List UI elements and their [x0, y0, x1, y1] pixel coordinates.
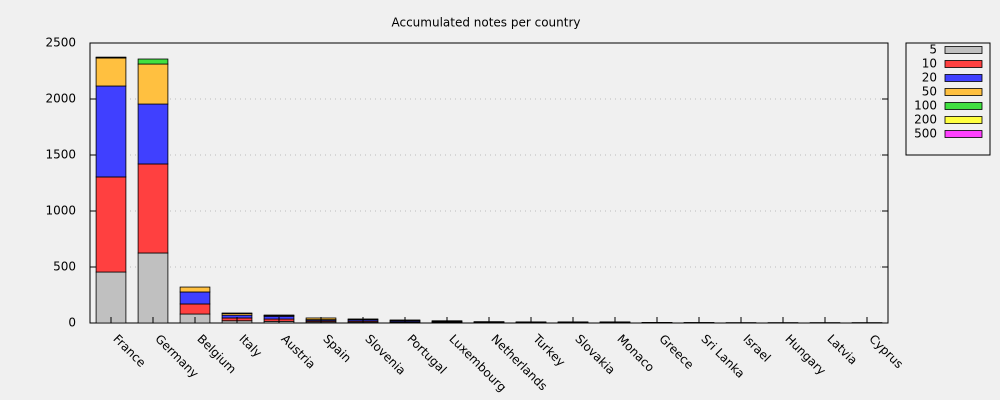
legend-label: 50 [922, 85, 937, 99]
y-tick-label: 1000 [45, 204, 76, 218]
x-tick-label: Greece [656, 332, 696, 372]
chart-title: Accumulated notes per country [391, 16, 580, 30]
x-tick-label: Germany [152, 332, 201, 381]
bar-segment [95, 271, 127, 324]
bar-segment [137, 163, 169, 254]
y-tick-label: 0 [68, 316, 76, 330]
legend-label: 20 [922, 71, 937, 85]
legend-swatch [944, 60, 983, 68]
x-tick-label: Italy [236, 332, 264, 360]
x-tick-label: Turkey [530, 331, 568, 369]
x-tick-label: Slovenia [362, 332, 408, 378]
x-tick-label: Sri Lanka [698, 332, 747, 381]
bar-segment [179, 286, 211, 293]
legend-swatch [944, 102, 983, 110]
bar-segment [137, 63, 169, 105]
bar-segment [137, 252, 169, 324]
x-tick-label: Israel [740, 332, 773, 365]
x-tick-label: France [110, 332, 148, 370]
bar-segment [95, 56, 127, 59]
y-tick-label: 500 [53, 260, 76, 274]
legend-swatch [944, 88, 983, 96]
bar-segment [137, 58, 169, 65]
bar-segment [95, 57, 127, 87]
bar-segment [137, 103, 169, 165]
legend-swatch [944, 116, 983, 124]
legend-swatch [944, 74, 983, 82]
x-tick-label: Cyprus [866, 332, 906, 372]
x-tick-label: Slovakia [572, 332, 618, 378]
plot-frame [89, 42, 889, 324]
x-tick-label: Monaco [614, 332, 657, 375]
bar-segment [179, 303, 211, 315]
legend-label: 5 [929, 43, 937, 57]
bar-segment [95, 176, 127, 273]
x-tick-label: Spain [320, 332, 354, 366]
y-tick-label: 1500 [45, 148, 76, 162]
bar-segment [95, 85, 127, 178]
legend-label: 10 [922, 57, 937, 71]
y-tick-label: 2500 [45, 36, 76, 50]
x-tick-label: Latvia [824, 332, 860, 368]
legend-swatch [944, 46, 983, 54]
y-tick-label: 2000 [45, 92, 76, 106]
x-tick-label: Hungary [782, 332, 828, 378]
legend-label: 500 [914, 127, 937, 141]
legend-label: 200 [914, 113, 937, 127]
x-tick-label: Portugal [404, 332, 449, 377]
legend-swatch [944, 130, 983, 138]
bar-segment [179, 291, 211, 305]
legend-label: 100 [914, 99, 937, 113]
legend-box [905, 42, 991, 156]
x-tick-label: Austria [278, 332, 318, 372]
